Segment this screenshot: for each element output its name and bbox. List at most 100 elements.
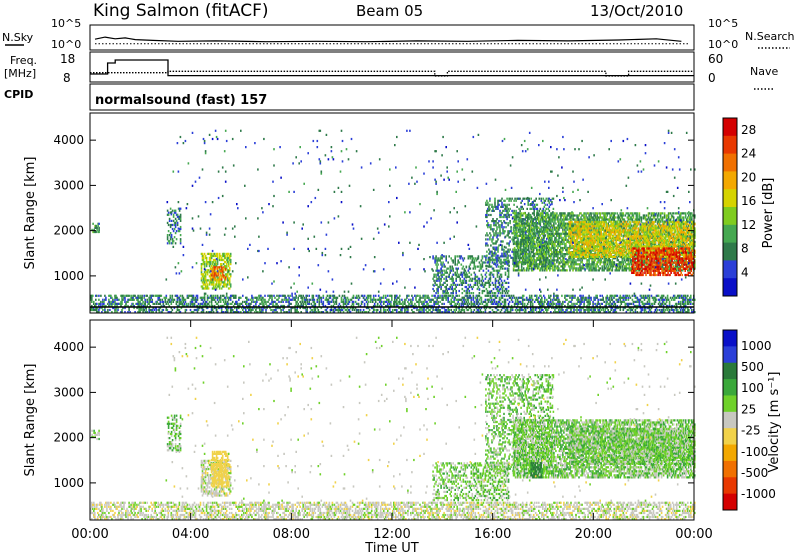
power-cell — [500, 240, 502, 243]
power-cell — [494, 203, 496, 206]
power-cell — [516, 238, 519, 241]
power-cell — [572, 212, 574, 215]
power-cell — [469, 283, 472, 286]
power-cell — [492, 275, 495, 278]
power-cell — [621, 267, 624, 270]
power-cell — [480, 267, 483, 270]
power-cell — [442, 292, 444, 295]
power-cell — [593, 263, 595, 266]
power-cell — [217, 274, 220, 277]
power-cell — [494, 242, 496, 245]
power-cell — [576, 232, 578, 235]
power-cell — [525, 238, 528, 241]
power-cell — [532, 244, 535, 248]
power-cell — [598, 218, 600, 221]
power-cell — [563, 261, 565, 264]
power-cell — [558, 267, 560, 270]
power-cell — [537, 212, 539, 215]
power-cell — [562, 269, 564, 272]
power-cell — [525, 259, 528, 262]
power-cell — [518, 255, 521, 258]
power-cell — [529, 220, 532, 223]
power-cell — [557, 240, 559, 243]
power-cell — [531, 269, 534, 272]
power-cell — [551, 238, 553, 241]
power-cell — [206, 271, 209, 274]
power-cell — [557, 220, 559, 223]
power-cell — [482, 261, 485, 264]
power-cell — [537, 251, 539, 254]
power-cell — [492, 246, 494, 249]
power-cell — [550, 230, 553, 233]
power-cell — [561, 232, 563, 235]
power-cell — [576, 263, 578, 266]
power-cell — [205, 281, 208, 284]
power-cell — [532, 236, 535, 239]
power-cell — [496, 228, 498, 231]
power-cell — [172, 215, 175, 218]
power-cell — [205, 263, 208, 266]
power-cell — [547, 228, 549, 231]
power-cell — [446, 283, 448, 286]
power-cell — [560, 246, 562, 250]
power-cell — [464, 281, 467, 284]
power-cell — [518, 197, 520, 200]
power-cell — [519, 249, 522, 252]
power-cell — [565, 234, 567, 237]
power-cell — [556, 216, 558, 219]
power-cell — [211, 263, 214, 266]
power-cell — [593, 218, 595, 221]
power-cell — [434, 281, 436, 284]
power-cell — [454, 259, 456, 262]
power-cell — [483, 285, 486, 289]
power-cell — [484, 277, 487, 280]
power-cell — [537, 242, 539, 246]
power-cell — [525, 246, 528, 250]
power-cell — [464, 269, 467, 272]
power-cell — [506, 211, 508, 215]
power-cell — [520, 257, 523, 260]
power-cell — [474, 281, 477, 284]
power-cell — [533, 228, 536, 231]
power-cell — [533, 234, 536, 237]
power-cell — [563, 220, 565, 223]
power-cell — [534, 246, 537, 250]
power-cell — [488, 260, 490, 263]
power-cell — [520, 207, 522, 210]
power-cell — [557, 257, 559, 260]
power-cell — [590, 212, 592, 215]
power-cell — [538, 220, 540, 223]
power-cell — [501, 203, 503, 206]
power-cell — [520, 201, 522, 204]
power-cell — [496, 205, 498, 208]
power-cell — [482, 269, 485, 272]
power-cell — [539, 220, 541, 223]
power-cell — [529, 255, 532, 258]
power-cell — [579, 212, 581, 215]
power-cell — [515, 199, 517, 202]
power-cell — [638, 218, 641, 221]
power-cell — [213, 271, 216, 274]
power-cell — [544, 230, 546, 233]
power-cell — [530, 216, 533, 219]
power-cell — [172, 240, 175, 243]
power-cell — [560, 249, 562, 252]
power-cell — [500, 273, 503, 276]
power-cell — [542, 230, 544, 233]
power-cell — [484, 255, 487, 258]
power-cell — [538, 255, 540, 258]
power-cell — [527, 234, 530, 237]
power-cell — [551, 224, 553, 227]
power-cell — [506, 203, 508, 206]
power-cell — [561, 251, 563, 254]
power-cell — [526, 213, 528, 217]
power-cell — [481, 289, 484, 293]
power-cell — [562, 230, 564, 233]
power-cell — [562, 249, 564, 252]
power-cell — [574, 251, 576, 254]
power-cell — [534, 234, 537, 237]
power-cell — [544, 240, 546, 243]
power-cell — [542, 218, 544, 221]
power-cell — [522, 252, 524, 255]
station-title: King Salmon (fitACF) — [93, 1, 269, 21]
